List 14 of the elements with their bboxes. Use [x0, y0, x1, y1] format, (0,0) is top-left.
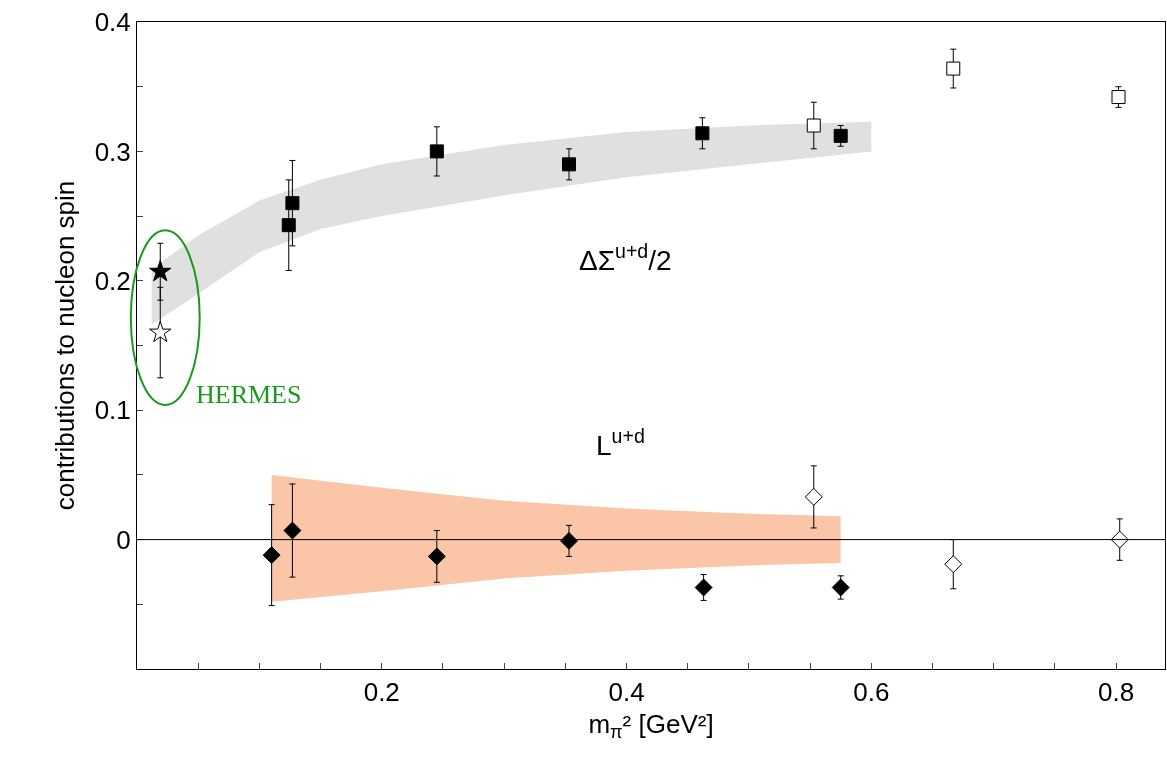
annotation: ΔΣ$^{u+d}$/2: [579, 240, 672, 276]
y-tick-label: 0.2: [94, 265, 131, 296]
x-tick-label: 0.2: [363, 677, 400, 708]
x-tick-label: 0.8: [1097, 677, 1135, 708]
annotation: L$^{u+d}$: [596, 425, 645, 461]
x-tick-label: 0.6: [853, 677, 890, 708]
y-tick-label: 0.3: [94, 136, 131, 167]
y-tick-label: 0: [116, 524, 131, 555]
y-tick-label: 0.4: [94, 7, 131, 38]
y-tick-label: 0.1: [94, 395, 131, 426]
x-axis-title: m$_{π}$² [GeV²]: [588, 708, 714, 743]
y-axis-title: contributions to nucleon spin: [50, 180, 81, 511]
annotation: HERMES: [196, 380, 302, 409]
x-tick-label: 0.4: [608, 677, 645, 708]
